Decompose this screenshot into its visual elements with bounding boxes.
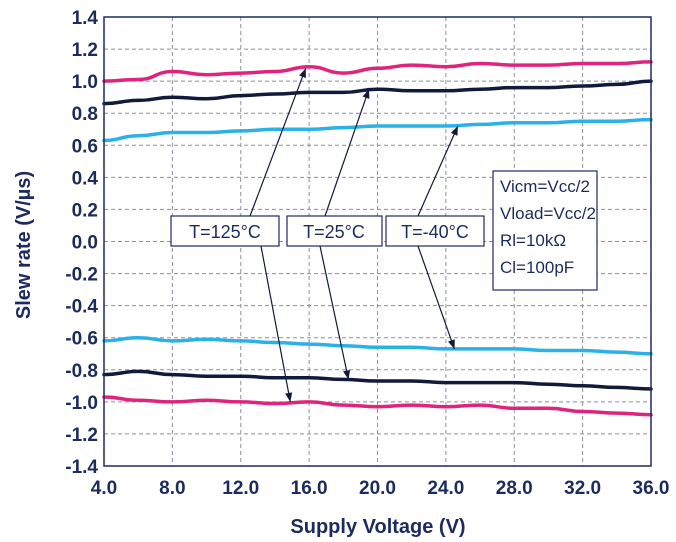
condition-rl: Rl=10kΩ	[500, 231, 566, 250]
series-line-0	[102, 60, 653, 83]
arrow-line	[417, 125, 459, 217]
x-tick-label: 36.0	[633, 478, 670, 499]
label-minus40c: T=-40°C	[401, 222, 469, 242]
y-tick-label: 0.4	[72, 168, 99, 189]
arrow-line	[260, 245, 291, 402]
arrow-head	[448, 339, 455, 349]
y-tick-label: -1.0	[65, 393, 98, 414]
plot-border	[103, 16, 652, 467]
label-box-125c	[170, 215, 280, 247]
series-line-3	[102, 335, 653, 356]
condition-vicm: Vicm=Vcc/2	[500, 177, 590, 196]
series-line-5	[102, 395, 653, 417]
label-box-minus40c	[385, 215, 485, 247]
x-tick-label: 4.0	[91, 478, 117, 499]
y-tick-label: -0.6	[65, 329, 98, 350]
temperature-labels: T=125°C T=25°C T=-40°C	[170, 215, 485, 247]
arrow-line	[324, 88, 370, 217]
series-line-2	[102, 117, 653, 143]
series-line-1	[102, 79, 653, 106]
y-tick-label: 1.2	[72, 40, 98, 61]
x-tick-label: 16.0	[291, 478, 328, 499]
y-tick-label: 1.0	[72, 72, 98, 93]
x-axis-title: Supply Voltage (V)	[290, 516, 465, 538]
annotation-arrows	[249, 68, 459, 402]
conditions-frame	[492, 170, 598, 291]
x-tick-labels: 4.0 8.0 12.0 16.0 20.0 24.0 28.0 32.0 36.0	[91, 478, 670, 499]
test-conditions-box: Vicm=Vcc/2 Vload=Vcc/2 Rl=10kΩ Cl=100pF	[492, 170, 598, 291]
y-tick-label: -0.8	[65, 361, 98, 382]
x-tick-label: 28.0	[496, 478, 533, 499]
y-tick-labels: 1.4 1.2 1.0 0.8 0.6 0.4 0.2 0.0 -0.2 -0.4 -0.6 -0.8…	[65, 8, 98, 478]
y-tick-label: -0.2	[65, 265, 98, 286]
y-tick-label: 0.0	[72, 233, 98, 254]
y-tick-label: 1.4	[72, 8, 99, 29]
y-tick-label: -0.4	[65, 297, 98, 318]
arrow-head	[299, 68, 306, 79]
x-tick-label: 20.0	[359, 478, 396, 499]
plot-frame	[103, 16, 652, 467]
x-tick-label: 32.0	[564, 478, 601, 499]
y-tick-label: -1.2	[65, 425, 98, 446]
arrow-head	[285, 392, 293, 402]
y-axis-title: Slew rate (V/µs)	[13, 171, 35, 319]
y-tick-label: 0.2	[72, 200, 98, 221]
label-125c: T=125°C	[189, 222, 261, 242]
label-box-25c	[286, 215, 383, 247]
x-tick-label: 8.0	[159, 478, 185, 499]
arrow-head	[343, 369, 351, 380]
arrow-line	[249, 68, 307, 217]
series-line-4	[102, 369, 653, 391]
condition-vload: Vload=Vcc/2	[500, 204, 596, 223]
arrow-head	[450, 126, 458, 136]
y-tick-label: 0.8	[72, 104, 98, 125]
x-tick-label: 12.0	[222, 478, 259, 499]
arrow-line	[319, 245, 350, 380]
y-tick-label: 0.6	[72, 136, 98, 157]
arrow-head	[362, 89, 370, 99]
series-lines	[102, 60, 653, 417]
x-tick-label: 24.0	[427, 478, 464, 499]
label-25c: T=25°C	[303, 222, 365, 242]
arrow-line	[417, 245, 455, 350]
condition-cl: Cl=100pF	[500, 258, 574, 277]
y-tick-label: -1.4	[65, 457, 98, 478]
